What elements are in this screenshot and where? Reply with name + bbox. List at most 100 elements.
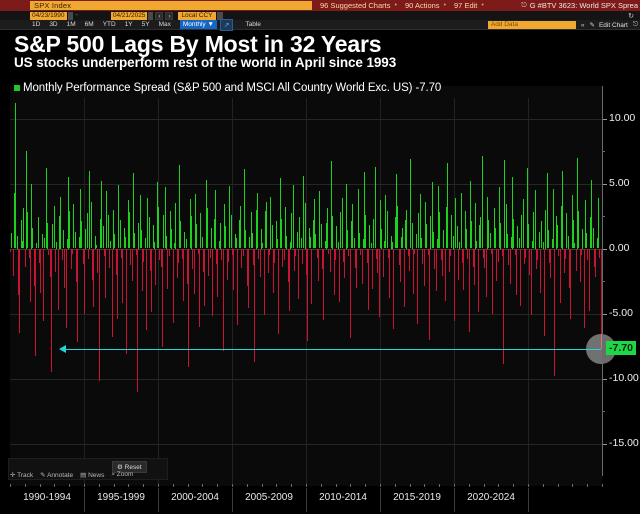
- expand-icon[interactable]: ⎋: [632, 21, 638, 28]
- annotate-tool[interactable]: ✎ Annotate: [40, 471, 73, 479]
- range-button-1m[interactable]: 1M: [66, 20, 76, 28]
- bar: [169, 210, 171, 249]
- bar: [209, 248, 211, 258]
- bar: [300, 238, 302, 249]
- bar: [197, 248, 199, 254]
- bar: [287, 248, 289, 283]
- bar: [291, 213, 293, 249]
- bar: [246, 248, 248, 287]
- bar: [45, 167, 47, 249]
- bar: [290, 242, 292, 249]
- bar: [225, 226, 227, 249]
- bar: [353, 238, 355, 249]
- y-axis-tick: [603, 443, 607, 445]
- bar: [228, 248, 230, 262]
- menu-suggested-charts[interactable]: 96 Suggested Charts: [320, 0, 390, 11]
- x-axis-tick: [439, 484, 441, 487]
- menu-edit-label: Edit: [464, 1, 478, 10]
- x-axis-tick: [454, 484, 455, 487]
- bar: [387, 248, 389, 258]
- x-axis-tick: [232, 484, 233, 487]
- range-button-5y[interactable]: 5Y: [141, 20, 150, 28]
- range-button-3d[interactable]: 3D: [49, 20, 58, 28]
- news-tool[interactable]: ▤ News: [80, 471, 104, 479]
- pencil-icon[interactable]: ✎: [589, 22, 595, 29]
- bar: [206, 208, 208, 249]
- track-tool[interactable]: ✛ Track: [10, 471, 33, 479]
- bar: [410, 158, 412, 249]
- bar: [568, 248, 570, 288]
- refresh-icon[interactable]: ↻: [628, 13, 634, 20]
- x-axis-divider: [306, 488, 307, 512]
- menu-edit[interactable]: 97 Edit: [454, 0, 477, 11]
- line-chart-icon[interactable]: ↗: [219, 18, 234, 31]
- bar: [251, 232, 253, 249]
- bar: [39, 248, 41, 263]
- edit-chart-button[interactable]: Edit Chart: [598, 21, 628, 29]
- bar: [424, 201, 426, 249]
- bar: [181, 248, 183, 259]
- range-next-button[interactable]: ›: [165, 11, 174, 20]
- bar: [460, 192, 462, 249]
- bar: [299, 217, 301, 249]
- currency-dropdown-arrow[interactable]: [216, 11, 223, 20]
- end-date-field[interactable]: 04/21/2025: [110, 11, 148, 20]
- chart-legend[interactable]: Monthly Performance Spread (S&P 500 and …: [14, 82, 441, 94]
- range-button-6m[interactable]: 6M: [84, 20, 94, 28]
- ticker-input[interactable]: SPX Index: [30, 1, 312, 10]
- range-prev-button[interactable]: ‹: [155, 11, 164, 20]
- bar: [62, 230, 64, 249]
- x-axis-tick: [143, 484, 145, 487]
- bar: [343, 248, 344, 262]
- bar: [473, 248, 475, 285]
- bar: [127, 200, 129, 249]
- bar: [522, 199, 524, 249]
- x-axis-tick: [217, 484, 219, 487]
- bar: [465, 229, 467, 249]
- bar: [346, 230, 348, 249]
- start-date-stepper[interactable]: [67, 11, 73, 20]
- reset-button[interactable]: ⚙ Reset: [112, 461, 147, 473]
- range-button-1y[interactable]: 1Y: [124, 20, 133, 28]
- bar: [142, 248, 144, 292]
- bar: [369, 225, 371, 249]
- bar: [339, 248, 341, 302]
- range-button-1d[interactable]: 1D: [32, 20, 41, 28]
- bar: [121, 248, 122, 258]
- bar: [122, 248, 124, 304]
- collapse-icon[interactable]: «: [580, 21, 585, 29]
- bar: [139, 195, 141, 249]
- frequency-selector[interactable]: Monthly ▼: [179, 20, 217, 29]
- annotation-arrow-line[interactable]: [66, 348, 602, 351]
- frequency-label: Monthly: [182, 21, 206, 28]
- currency-field[interactable]: Local CCY: [178, 11, 216, 20]
- bar: [271, 225, 273, 249]
- bar: [68, 177, 70, 249]
- x-axis-tick: [10, 484, 11, 487]
- bar: [545, 209, 547, 249]
- range-button-max[interactable]: Max: [158, 20, 171, 28]
- bar: [398, 248, 400, 266]
- external-link-icon[interactable]: ⎋: [521, 1, 527, 9]
- bar: [451, 214, 453, 249]
- bar: [144, 238, 146, 249]
- add-data-input[interactable]: Add Data: [487, 21, 576, 29]
- x-axis-label: 2005-2009: [245, 492, 293, 503]
- zoom-tool[interactable]: ⌕ Zoom: [111, 471, 133, 479]
- bar: [259, 248, 261, 278]
- range-button-ytd[interactable]: YTD: [102, 20, 116, 28]
- bar: [74, 231, 76, 249]
- bar: [187, 248, 189, 284]
- bar: [578, 210, 580, 249]
- x-axis-tick: [306, 484, 307, 487]
- start-date-field[interactable]: 04/23/1990: [30, 11, 67, 20]
- bar: [204, 248, 206, 306]
- end-date-stepper[interactable]: [148, 11, 154, 20]
- bar: [321, 248, 323, 270]
- y-axis-label: -15.00: [609, 436, 639, 449]
- bar: [177, 248, 179, 263]
- table-toggle-button[interactable]: Table: [245, 21, 261, 28]
- legend-color-swatch: [14, 85, 20, 91]
- crosshair-icon: ✛: [10, 472, 16, 479]
- menu-actions[interactable]: 90 Actions: [405, 0, 440, 11]
